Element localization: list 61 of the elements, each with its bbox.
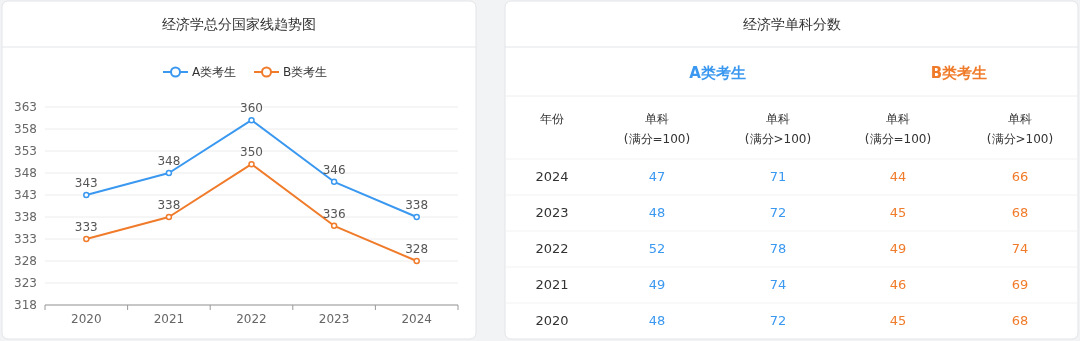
cell: 66	[1011, 169, 1029, 184]
label: 343	[74, 176, 98, 190]
label: 336	[322, 206, 346, 221]
cell: 47	[648, 169, 666, 184]
row: 2021	[535, 277, 569, 292]
ytick: 348	[14, 166, 37, 180]
cell: 68	[1011, 205, 1029, 220]
cell: 48	[648, 205, 666, 220]
legend: A类考生	[192, 65, 237, 79]
cell: 78	[769, 241, 787, 256]
xtick: 2022	[236, 312, 267, 326]
ytick: 363	[14, 100, 37, 114]
group: B类考生	[930, 64, 988, 82]
label: 346	[322, 162, 346, 177]
label: 360	[240, 101, 263, 116]
row: 2020	[535, 313, 569, 328]
cell: 69	[1011, 277, 1029, 292]
col: 单科 (满分>100)	[986, 112, 1054, 146]
ylabel: 年份	[540, 112, 564, 126]
label: 328	[405, 242, 429, 256]
cell: 44	[889, 169, 907, 184]
col: 单科 (满分=100)	[864, 112, 932, 146]
cell: 48	[648, 313, 666, 328]
ytick: 353	[14, 144, 37, 158]
label: 338	[405, 198, 429, 212]
label: 350	[240, 145, 263, 160]
col: 单科 (满分>100)	[744, 112, 812, 146]
xtick: 2024	[401, 312, 432, 326]
title: 经济学总分国家线趋势图	[162, 16, 316, 32]
row: 2022	[535, 241, 569, 256]
cell: 71	[769, 169, 787, 184]
ytick: 343	[14, 188, 37, 202]
cell: 45	[889, 313, 907, 328]
row: 2024	[535, 169, 569, 184]
cell: 49	[889, 241, 907, 256]
xtick: 2023	[318, 312, 350, 326]
cell: 49	[648, 277, 666, 292]
cell: 72	[769, 205, 787, 220]
ytick: 338	[14, 210, 37, 224]
cell: 45	[889, 205, 907, 220]
xtick: 2020	[71, 312, 102, 326]
cell: 52	[648, 241, 666, 256]
legend: B类考生	[283, 65, 328, 79]
ytick: 318	[14, 298, 37, 312]
ytick: 358	[14, 122, 37, 136]
cell: 74	[769, 277, 787, 292]
ytick: 323	[14, 276, 37, 290]
ytick: 328	[14, 254, 37, 268]
cell: 74	[1011, 241, 1029, 256]
group: A类考生	[689, 64, 746, 82]
ytick: 333	[14, 232, 37, 246]
cell: 68	[1011, 313, 1029, 328]
col: 单科 (满分=100)	[623, 112, 691, 146]
cell: 46	[889, 277, 907, 292]
label: 348	[157, 154, 181, 168]
xtick: 2021	[153, 312, 185, 326]
title: 经济学单科分数	[742, 16, 841, 32]
row: 2023	[535, 205, 569, 220]
cell: 72	[769, 313, 787, 328]
label: 333	[74, 220, 98, 234]
label: 338	[157, 198, 181, 212]
